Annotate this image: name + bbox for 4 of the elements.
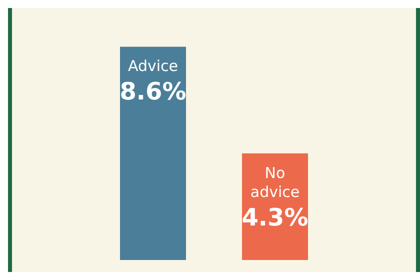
- data-label: 4.3%: [242, 203, 308, 232]
- x-tick-label: No advice: [250, 164, 300, 201]
- data-label: 8.6%: [120, 78, 186, 106]
- x-tick-label: Advice: [128, 57, 178, 76]
